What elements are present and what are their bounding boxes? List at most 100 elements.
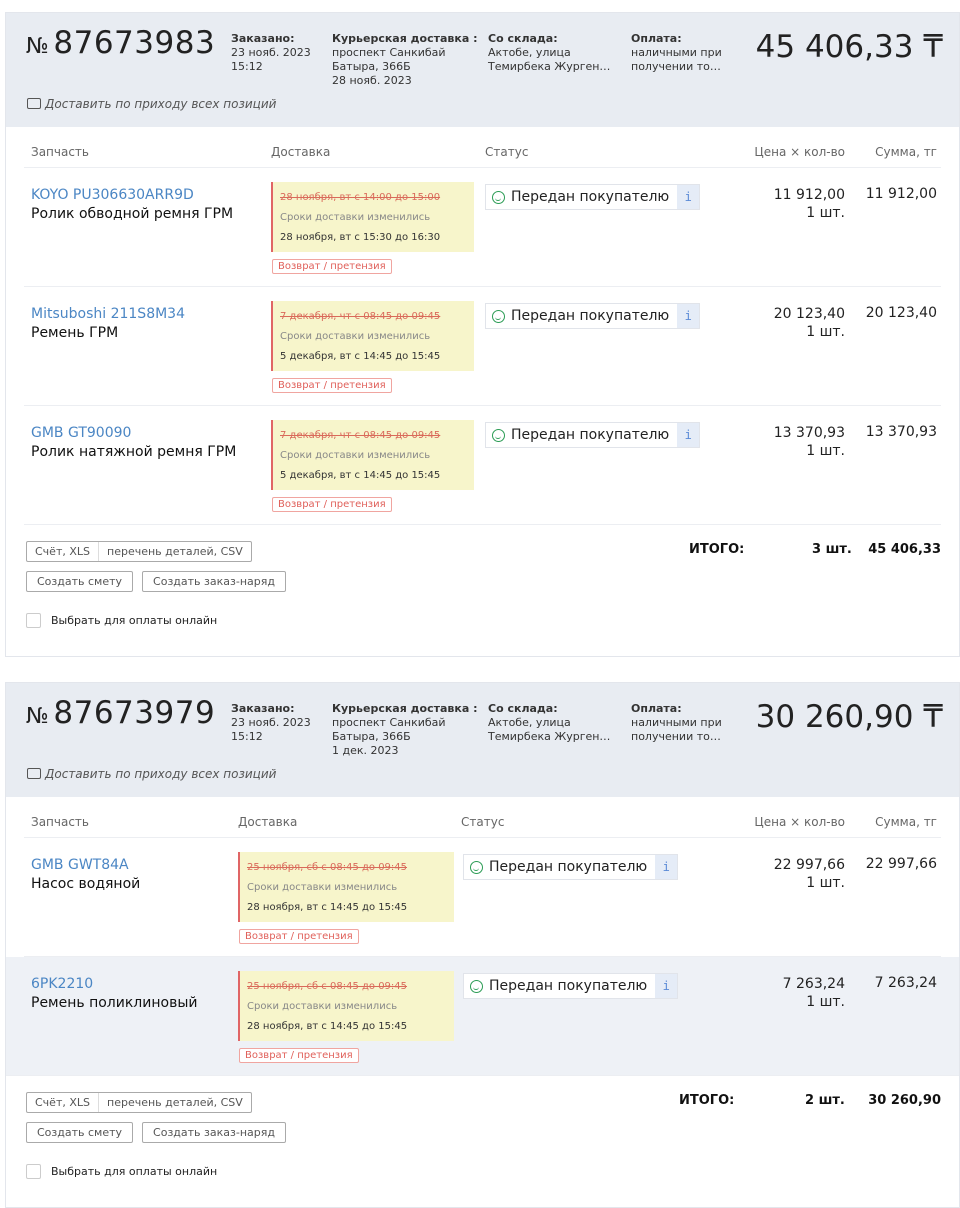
info-icon[interactable]: i [677,185,700,209]
comment-icon [27,98,41,109]
col-part: Запчасть [31,145,89,159]
price-qty: 11 912,00 1 шт. [773,187,845,221]
smile-icon [470,860,483,874]
claim-button[interactable]: Возврат / претензия [239,929,359,944]
parts-csv-button[interactable]: перечень деталей, CSV [98,1093,251,1112]
delivery-note: Доставить по приходу всех позиций [27,97,276,111]
part-sku-link[interactable]: Mitsuboshi 211S8M34 [31,306,185,322]
order-number: № 87673983 [26,25,216,61]
part-name: Ролик обводной ремня ГРМ [31,206,234,222]
delivery-box: 7 декабря, чт с 08:45 до 09:45 Сроки дос… [271,420,474,490]
info-icon[interactable]: i [655,974,678,998]
itogo-label: ИТОГО: [679,1093,735,1108]
part-name: Ремень поликлиновый [31,995,198,1011]
table-row: GMB GT90090 Ролик натяжной ремня ГРМ 7 д… [24,406,941,525]
status-badge: Передан покупателю i [463,854,679,880]
col-sum: Сумма, тг [875,815,937,829]
col-delivery: Доставка [271,145,331,159]
checkbox[interactable] [26,1164,41,1179]
claim-button[interactable]: Возврат / претензия [272,497,392,512]
table-header: Запчасть Доставка Статус Цена × кол-во С… [24,127,941,168]
col-status: Статус [461,815,505,829]
smile-icon [492,309,505,323]
table-row: Mitsuboshi 211S8M34 Ремень ГРМ 7 декабря… [24,287,941,406]
itogo-qty: 2 шт. [805,1093,845,1108]
order-header: № 87673979 Заказано: 23 нояб. 2023 15:12 Ку… [6,683,959,797]
delivery-box: 28 ноября, вт с 14:00 до 15:00 Сроки дос… [271,182,474,252]
price-qty: 22 997,66 1 шт. [773,857,845,891]
part-sku-link[interactable]: 6PK2210 [31,976,94,992]
order-number: № 87673979 [26,695,216,731]
col-sum: Сумма, тг [875,145,937,159]
table-row: KOYO PU306630ARR9D Ролик обводной ремня … [24,168,941,287]
itogo-sum: 45 406,33 [868,542,941,557]
courier-info: Курьерская доставка : проспект Санкибай Ба… [332,32,478,87]
part-name: Насос водяной [31,876,141,892]
order-header: № 87673983 Заказано: 23 нояб. 2023 15:12 Ку… [6,13,959,127]
warehouse-info: Со склада: Актобе, улица Темирбека Журген… [488,32,611,73]
status-badge: Передан покупателю i [485,303,701,329]
pay-online-checkbox[interactable]: Выбрать для оплаты онлайн [26,1164,217,1179]
payment-info: Оплата: наличными при получении то… [631,702,722,743]
smile-icon [492,190,505,204]
info-icon[interactable]: i [655,855,678,879]
itogo-qty: 3 шт. [812,542,852,557]
create-workorder-button[interactable]: Создать заказ-наряд [142,571,286,592]
delivery-note: Доставить по приходу всех позиций [27,767,276,781]
part-sku-link[interactable]: GMB GWT84A [31,857,129,873]
delivery-box: 25 ноября, сб с 08:45 до 09:45 Сроки дос… [238,971,454,1041]
create-estimate-button[interactable]: Создать смету [26,571,134,592]
itogo-label: ИТОГО: [689,542,745,557]
status-badge: Передан покупателю i [485,184,701,210]
export-buttons: Счёт, XLS перечень деталей, CSV [26,1092,252,1113]
price-qty: 13 370,93 1 шт. [773,425,845,459]
invoice-xls-button[interactable]: Счёт, XLS [35,1096,90,1109]
order-footer: Счёт, XLS перечень деталей, CSV Создать … [24,525,941,653]
price-qty: 20 123,40 1 шт. [773,306,845,340]
part-sku-link[interactable]: GMB GT90090 [31,425,132,441]
comment-icon [27,768,41,779]
courier-info: Курьерская доставка : проспект Санкибай Ба… [332,702,478,757]
row-sum: 13 370,93 [865,424,937,440]
row-sum: 11 912,00 [865,186,937,202]
create-workorder-button[interactable]: Создать заказ-наряд [142,1122,286,1143]
part-name: Ремень ГРМ [31,325,119,341]
payment-info: Оплата: наличными при получении то… [631,32,722,73]
info-icon[interactable]: i [677,423,700,447]
col-delivery: Доставка [238,815,298,829]
create-estimate-button[interactable]: Создать смету [26,1122,134,1143]
status-badge: Передан покупателю i [485,422,701,448]
order-card: № 87673983 Заказано: 23 нояб. 2023 15:12 Ку… [5,12,960,657]
smile-icon [492,428,505,442]
order-card: № 87673979 Заказано: 23 нояб. 2023 15:12 Ку… [5,682,960,1208]
table-header: Запчасть Доставка Статус Цена × кол-во С… [24,797,941,838]
part-sku-link[interactable]: KOYO PU306630ARR9D [31,187,194,203]
smile-icon [470,979,483,993]
pay-online-checkbox[interactable]: Выбрать для оплаты онлайн [26,613,217,628]
table-row: 6PK2210 Ремень поликлиновый 25 ноября, с… [6,957,959,1076]
itogo-sum: 30 260,90 [868,1093,941,1108]
claim-button[interactable]: Возврат / претензия [239,1048,359,1063]
row-sum: 22 997,66 [865,856,937,872]
claim-button[interactable]: Возврат / претензия [272,378,392,393]
status-badge: Передан покупателю i [463,973,679,999]
info-icon[interactable]: i [677,304,700,328]
warehouse-info: Со склада: Актобе, улица Темирбека Журген… [488,702,611,743]
checkbox[interactable] [26,613,41,628]
table-row: GMB GWT84A Насос водяной 25 ноября, сб с… [24,838,941,957]
claim-button[interactable]: Возврат / претензия [272,259,392,274]
ordered-info: Заказано: 23 нояб. 2023 15:12 [231,32,311,73]
ordered-info: Заказано: 23 нояб. 2023 15:12 [231,702,311,743]
delivery-box: 7 декабря, чт с 08:45 до 09:45 Сроки дос… [271,301,474,371]
row-sum: 20 123,40 [865,305,937,321]
part-name: Ролик натяжной ремня ГРМ [31,444,237,460]
parts-csv-button[interactable]: перечень деталей, CSV [98,542,251,561]
row-sum: 7 263,24 [874,975,937,991]
col-price: Цена × кол-во [754,145,845,159]
price-qty: 7 263,24 1 шт. [782,976,845,1010]
invoice-xls-button[interactable]: Счёт, XLS [35,545,90,558]
order-footer: Счёт, XLS перечень деталей, CSV Создать … [24,1076,941,1204]
col-price: Цена × кол-во [754,815,845,829]
col-status: Статус [485,145,529,159]
delivery-box: 25 ноября, сб с 08:45 до 09:45 Сроки дос… [238,852,454,922]
